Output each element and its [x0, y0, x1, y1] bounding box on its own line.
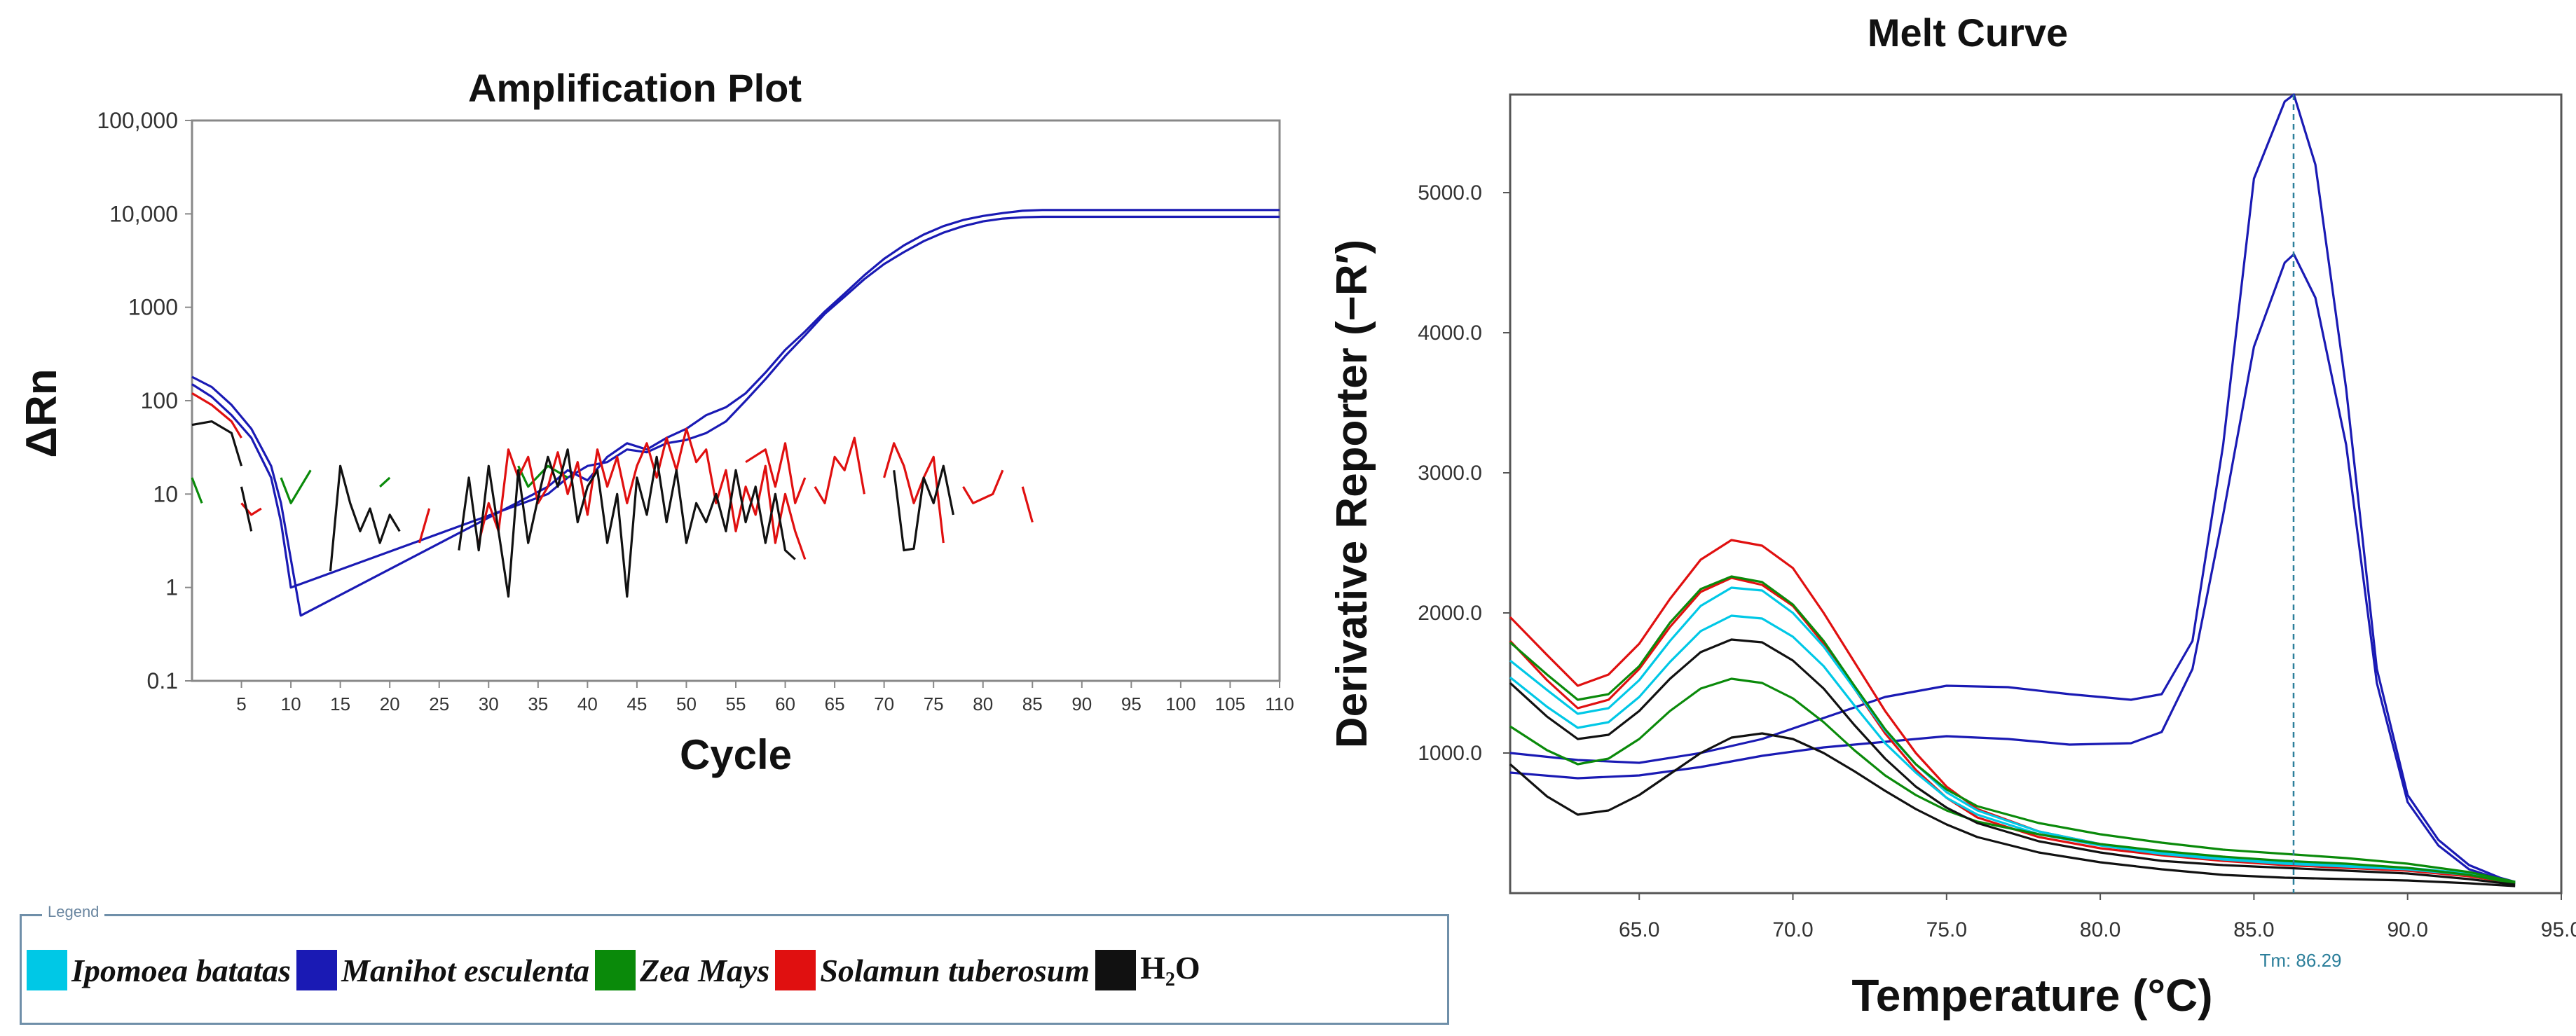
- melt-series-group: [1509, 93, 2516, 887]
- amp-xtick-label: 20: [380, 693, 400, 714]
- amp-xtick-label: 35: [528, 693, 548, 714]
- amp-xtick-label: 65: [825, 693, 845, 714]
- amp-xtick-label: 80: [973, 693, 993, 714]
- legend-item-solanum: Solamun tuberosum: [775, 950, 1090, 990]
- melt-xtick-label: 90.0: [2387, 918, 2428, 941]
- melt-xtick-label: 85.0: [2233, 918, 2274, 941]
- amp-xlabel: Cycle: [680, 731, 792, 778]
- tm-marker: Tm: 86.29: [2259, 95, 2342, 971]
- amp-xtick-label: 5: [236, 693, 246, 714]
- amp-series-group: [191, 209, 1280, 617]
- melt-ytick-label: 4000.0: [1418, 322, 1482, 345]
- legend-swatch-solanum: [775, 950, 816, 990]
- legend-label-water-o: O: [1174, 949, 1200, 986]
- amp-xtick-label: 55: [726, 693, 746, 714]
- amp-ytick-label: 0.1: [147, 668, 178, 693]
- melt-ytick-label: 1000.0: [1418, 742, 1482, 765]
- amp-title: Amplification Plot: [468, 66, 802, 110]
- amp-xtick-label: 45: [626, 693, 647, 714]
- legend-title: Legend: [42, 903, 105, 921]
- amp-ytick-label: 100: [141, 388, 178, 413]
- melt-series-1-manihot: [1509, 253, 2516, 885]
- melt-series-6-zea: [1509, 575, 2516, 883]
- legend-items: Ipomoea batatas Manihot esculenta Zea Ma…: [27, 935, 1206, 1005]
- amp-series-3-solanum: [191, 392, 1034, 560]
- melt-series-9-water: [1509, 732, 2516, 887]
- melt-xtick-label: 95.0: [2541, 918, 2576, 941]
- melt-axis-ticks: 65.0 70.0 75.0 80.0 85.0 90.0 95.0 1000.0 2000.0…: [1418, 181, 2576, 941]
- amp-series-2-zea: [191, 464, 568, 504]
- legend-label-water: H2O: [1140, 949, 1200, 991]
- melt-plot-area: [1509, 93, 2563, 895]
- amp-xtick-label: 50: [676, 693, 697, 714]
- melt-series-0-manihot: [1509, 93, 2516, 883]
- tm-label: Tm: 86.29: [2259, 950, 2341, 971]
- legend-box: [20, 914, 1449, 1025]
- amp-xtick-label: 30: [479, 693, 499, 714]
- amp-xtick-label: 85: [1022, 693, 1043, 714]
- legend-item-ipomoea: Ipomoea batatas: [27, 950, 291, 990]
- legend-swatch-zea: [595, 950, 636, 990]
- melt-xtick-label: 80.0: [2080, 918, 2121, 941]
- amp-xtick-label: 75: [924, 693, 944, 714]
- legend-swatch-water: [1095, 950, 1137, 990]
- amp-ytick-label: 1: [165, 575, 178, 600]
- amp-xtick-label: 100: [1165, 693, 1195, 714]
- melt-xtick-label: 75.0: [1926, 918, 1967, 941]
- melt-title: Melt Curve: [1868, 11, 2068, 55]
- amp-xtick-label: 15: [330, 693, 350, 714]
- amp-xtick-label: 60: [775, 693, 795, 714]
- amp-series-1-manihot: [191, 215, 1280, 589]
- legend-label-manihot: Manihot esculenta: [341, 952, 590, 988]
- melt-ytick-label: 2000.0: [1418, 602, 1482, 625]
- melt-xtick-label: 65.0: [1619, 918, 1659, 941]
- melt-ytick-label: 5000.0: [1418, 181, 1482, 205]
- amp-xtick-label: 95: [1121, 693, 1142, 714]
- legend-swatch-ipomoea: [27, 950, 67, 990]
- legend-label-solanum: Solamun tuberosum: [820, 952, 1090, 988]
- legend-item-zea: Zea Mays: [595, 950, 769, 990]
- amp-xtick-label: 90: [1071, 693, 1092, 714]
- melt-ylabel: Derivative Reporter (−R′): [1328, 240, 1376, 748]
- amp-axis-ticks: 5 10 15 20 25 30 35 40 45 50 55 60 65 70 75 80 85 90 95 100…: [97, 108, 1294, 714]
- amp-xtick-label: 10: [281, 693, 301, 714]
- legend-item-water: H2O: [1095, 949, 1200, 991]
- melt-ytick-label: 3000.0: [1418, 462, 1482, 485]
- legend-swatch-manihot: [296, 950, 338, 990]
- melt-series-5-ipomoea: [1509, 614, 2516, 885]
- amp-ylabel: ΔRn: [18, 368, 66, 457]
- amp-ytick-label: 10,000: [109, 201, 178, 226]
- amp-ytick-label: 1000: [128, 295, 178, 320]
- amp-xtick-label: 25: [429, 693, 449, 714]
- melt-xtick-label: 70.0: [1772, 918, 1813, 941]
- melt-series-7-zea: [1509, 677, 2516, 885]
- amp-xtick-label: 70: [874, 693, 894, 714]
- legend-label-water-h: H: [1140, 949, 1165, 986]
- legend-label-zea: Zea Mays: [640, 952, 770, 988]
- amp-xtick-label: 105: [1215, 693, 1245, 714]
- amp-series-0-manihot: [191, 209, 1280, 617]
- legend-item-manihot: Manihot esculenta: [296, 950, 589, 990]
- melt-series-8-water: [1509, 638, 2516, 886]
- amp-ytick-label: 100,000: [97, 108, 178, 133]
- amp-series-4-water: [191, 420, 954, 598]
- melt-curve: Melt Curve 65.0 70.0 75.0 80.0 85.0 90.0 95.0 1…: [1328, 11, 2576, 1021]
- amp-xtick-label: 110: [1265, 693, 1294, 714]
- amp-xtick-label: 40: [577, 693, 598, 714]
- melt-series-3-solanum: [1509, 576, 2516, 885]
- melt-xlabel: Temperature (°C): [1851, 970, 2212, 1021]
- legend-label-water-sub: 2: [1165, 969, 1175, 991]
- amplification-plot: Amplification Plot 5 10 15 20 25 30 35 40 45 50 55…: [18, 66, 1294, 778]
- amp-ytick-label: 10: [153, 481, 178, 506]
- legend-label-ipomoea: Ipomoea batatas: [71, 952, 292, 988]
